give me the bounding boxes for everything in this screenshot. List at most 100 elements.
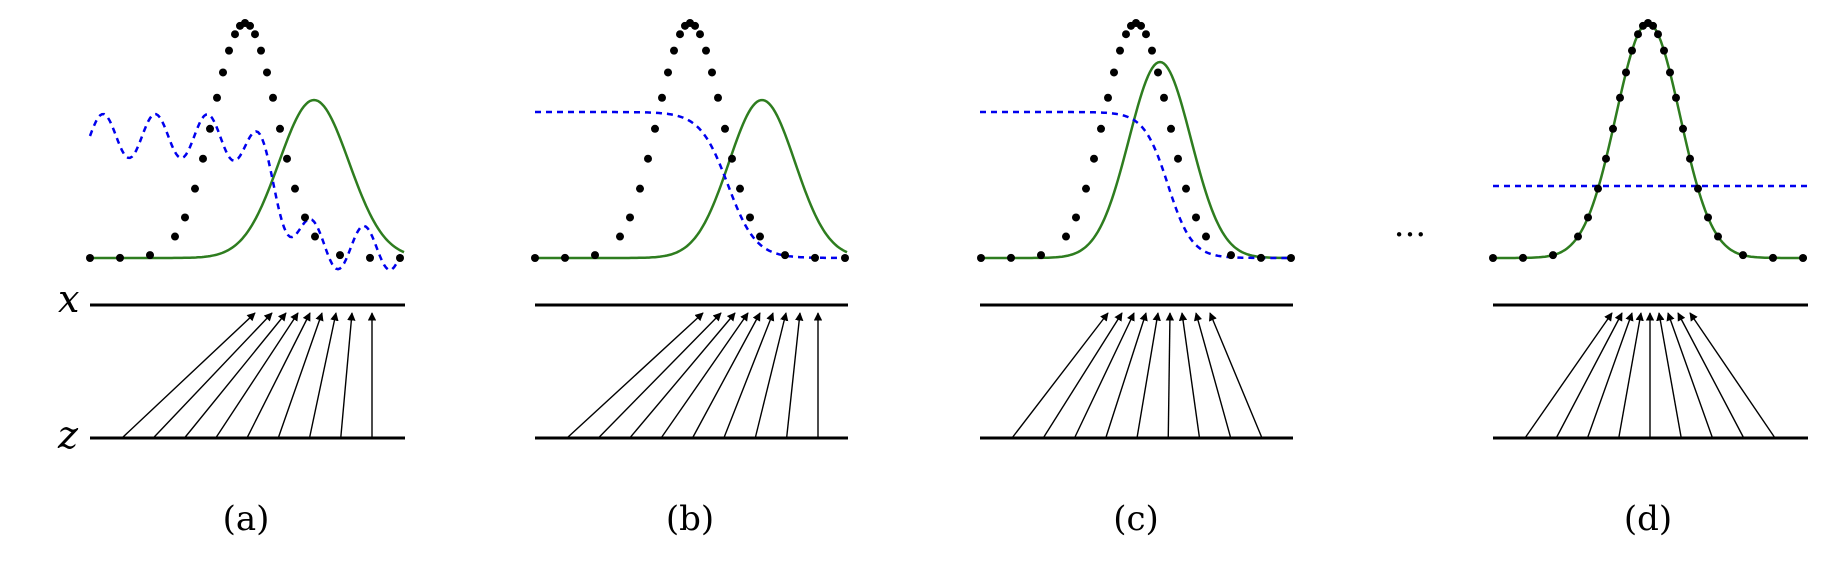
data-point bbox=[1594, 184, 1602, 193]
data-point bbox=[781, 251, 789, 260]
data-point bbox=[644, 154, 652, 163]
data-point bbox=[366, 253, 374, 262]
mapping-arrow bbox=[1136, 312, 1161, 439]
mapping-arrow bbox=[1193, 312, 1232, 439]
data-point bbox=[636, 184, 644, 193]
mapping-arrow bbox=[246, 312, 311, 439]
data-distribution-dots bbox=[86, 19, 404, 262]
mapping-arrow bbox=[785, 312, 804, 439]
data-point bbox=[1122, 30, 1130, 39]
data-point bbox=[206, 124, 214, 133]
mapping-arrow bbox=[1524, 312, 1613, 439]
mapping-arrow bbox=[1586, 312, 1634, 439]
data-point bbox=[199, 154, 207, 163]
mapping-arrow bbox=[597, 312, 722, 439]
panel-caption: (d) bbox=[1624, 499, 1672, 539]
data-point bbox=[1037, 251, 1045, 260]
panel-b: (b) bbox=[531, 19, 849, 539]
data-point bbox=[1686, 154, 1694, 163]
mapping-arrow bbox=[1042, 312, 1123, 439]
data-point bbox=[1622, 68, 1630, 77]
data-point bbox=[1116, 46, 1124, 55]
data-point bbox=[181, 213, 189, 222]
mapping-arrow bbox=[754, 312, 789, 439]
data-point bbox=[811, 253, 819, 262]
mapping-arrow bbox=[1618, 312, 1644, 439]
data-point bbox=[1257, 253, 1265, 262]
mapping-arrow bbox=[183, 312, 287, 439]
data-point bbox=[1062, 232, 1070, 241]
data-distribution-dots bbox=[531, 19, 849, 262]
mapping-arrow bbox=[1689, 312, 1776, 439]
mapping-arrow bbox=[1178, 312, 1201, 439]
data-point bbox=[658, 93, 666, 102]
data-point bbox=[1574, 232, 1582, 241]
generator-distribution-curve bbox=[1493, 21, 1807, 260]
data-point bbox=[756, 232, 764, 241]
mapping-arrow bbox=[1555, 312, 1623, 439]
data-point bbox=[1007, 253, 1015, 262]
mapping-arrow bbox=[152, 312, 273, 439]
data-point bbox=[721, 124, 729, 133]
data-point bbox=[714, 93, 722, 102]
data-point bbox=[1104, 93, 1112, 102]
data-distribution-dots bbox=[977, 19, 1295, 262]
panel-caption: (a) bbox=[223, 499, 270, 539]
data-point bbox=[283, 154, 291, 163]
data-point bbox=[1654, 30, 1662, 39]
data-point bbox=[257, 46, 265, 55]
data-point bbox=[1584, 213, 1592, 222]
data-point bbox=[1167, 124, 1175, 133]
data-point bbox=[1110, 68, 1118, 77]
data-point bbox=[696, 30, 704, 39]
data-point bbox=[1192, 213, 1200, 222]
mapping-arrow bbox=[215, 312, 299, 439]
data-point bbox=[561, 253, 569, 262]
data-point bbox=[1489, 253, 1497, 262]
data-point bbox=[171, 232, 179, 241]
data-point bbox=[708, 68, 716, 77]
mapping-arrows bbox=[1011, 312, 1263, 439]
data-point bbox=[1672, 93, 1680, 102]
data-point bbox=[1739, 251, 1747, 260]
data-point bbox=[1714, 232, 1722, 241]
mapping-arrow bbox=[1073, 312, 1135, 439]
panel-c: (c) bbox=[977, 19, 1295, 539]
data-point bbox=[1142, 30, 1150, 39]
data-point bbox=[213, 93, 221, 102]
mapping-arrows bbox=[1524, 312, 1776, 439]
data-point bbox=[746, 213, 754, 222]
data-point bbox=[231, 30, 239, 39]
z-axis-label: z bbox=[57, 413, 79, 457]
mapping-arrow bbox=[340, 312, 356, 439]
data-point bbox=[1694, 184, 1702, 193]
data-point bbox=[670, 46, 678, 55]
data-point bbox=[728, 154, 736, 163]
discriminator-curve bbox=[535, 110, 847, 260]
data-point bbox=[616, 232, 624, 241]
data-point bbox=[225, 46, 233, 55]
x-axis-label: x bbox=[58, 277, 79, 321]
data-point bbox=[531, 253, 539, 262]
mapping-arrow bbox=[1677, 312, 1745, 439]
data-point bbox=[1148, 46, 1156, 55]
generator-distribution-curve bbox=[535, 98, 848, 260]
mapping-arrow bbox=[1165, 312, 1175, 439]
mapping-arrow bbox=[629, 312, 736, 439]
data-point bbox=[1799, 253, 1807, 262]
data-point bbox=[664, 68, 672, 77]
data-point bbox=[1227, 251, 1235, 260]
mapping-arrow bbox=[308, 312, 339, 439]
data-point bbox=[146, 251, 154, 260]
data-point bbox=[1602, 154, 1610, 163]
mapping-arrow bbox=[723, 312, 775, 439]
data-point bbox=[1287, 253, 1295, 262]
data-point bbox=[1160, 93, 1168, 102]
data-point bbox=[1137, 21, 1145, 30]
mapping-arrows bbox=[566, 312, 823, 439]
mapping-arrow bbox=[1656, 312, 1682, 439]
mapping-arrow bbox=[1666, 312, 1714, 439]
mapping-arrow bbox=[1105, 312, 1148, 439]
panel-caption: (b) bbox=[666, 499, 714, 539]
